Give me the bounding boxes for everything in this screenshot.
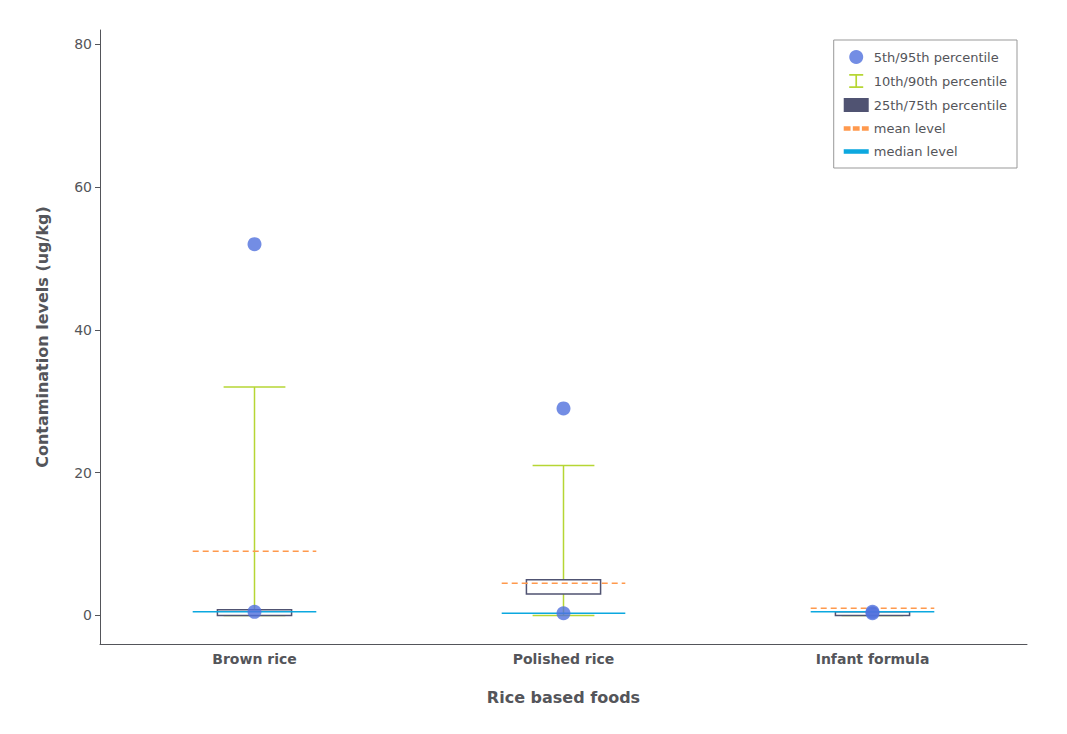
svg-text:Contamination levels (ug/kg): Contamination levels (ug/kg) (33, 206, 52, 468)
svg-text:60: 60 (74, 179, 92, 195)
svg-text:20: 20 (74, 465, 92, 481)
svg-text:40: 40 (74, 322, 92, 338)
svg-text:Infant formula: Infant formula (816, 651, 930, 667)
svg-text:Brown rice: Brown rice (212, 651, 296, 667)
svg-text:80: 80 (74, 36, 92, 52)
svg-text:median level: median level (874, 144, 958, 159)
svg-text:Rice based foods: Rice based foods (487, 688, 640, 707)
svg-text:10th/90th percentile: 10th/90th percentile (874, 74, 1007, 89)
svg-text:mean level: mean level (874, 121, 946, 136)
svg-text:0: 0 (83, 607, 92, 623)
svg-text:5th/95th percentile: 5th/95th percentile (874, 50, 999, 65)
svg-text:25th/75th percentile: 25th/75th percentile (874, 98, 1007, 113)
svg-text:Polished rice: Polished rice (513, 651, 615, 667)
